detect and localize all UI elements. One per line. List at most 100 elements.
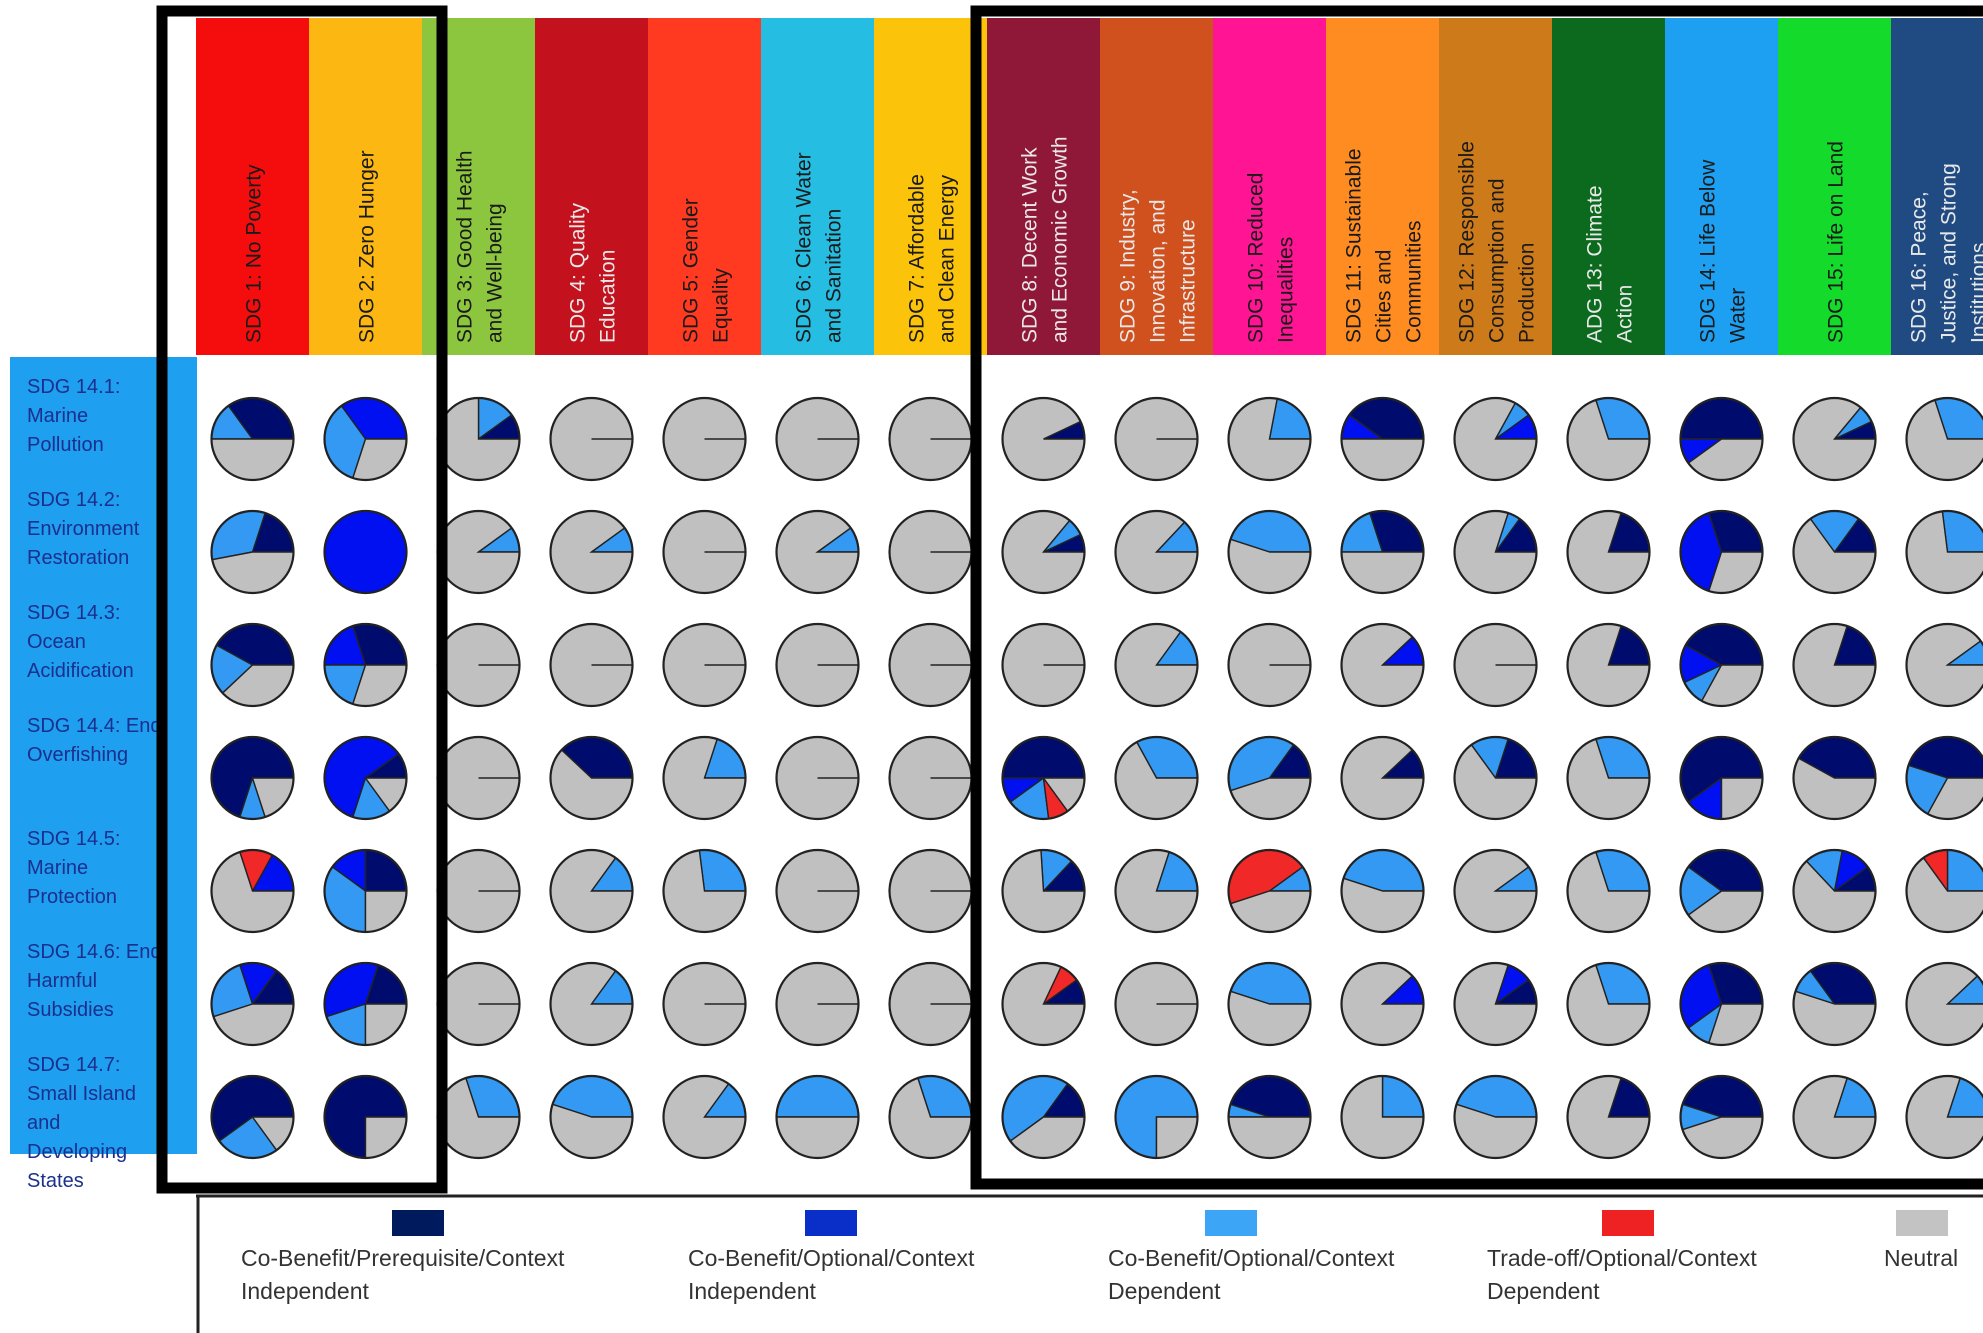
legend-item: Co-Benefit/Optional/Context Independent <box>688 1210 975 1304</box>
pie-slice <box>775 1075 860 1118</box>
legend-label: Co-Benefit/Optional/Context Dependent <box>1108 1245 1395 1304</box>
pie <box>775 961 860 1047</box>
pie <box>775 509 860 595</box>
column-header-label: SDG 7: Affordable and Clean Energy <box>906 174 959 343</box>
pie-slice <box>1340 438 1425 481</box>
pie <box>1905 735 1983 821</box>
column-header-background <box>874 18 987 355</box>
column-header-label: SDG 14: Life Below Water <box>1697 159 1750 343</box>
column-header: SDG 1: No Poverty <box>196 18 309 355</box>
pie-outline <box>1114 848 1199 934</box>
legend-layer: Co-Benefit/Prerequisite/Context Independe… <box>196 1194 1983 1333</box>
pie-outline <box>1114 961 1199 1047</box>
pie <box>549 961 634 1047</box>
pie-outline <box>1001 396 1086 482</box>
pie-outline <box>1679 509 1764 595</box>
pie <box>1227 735 1312 821</box>
pie-outline <box>1001 509 1086 595</box>
column-header-background <box>1326 18 1439 355</box>
pie-slice <box>1946 849 1983 892</box>
pie <box>1001 735 1086 821</box>
column-header-label: SDG 11: Sustainable Cities and Communities <box>1343 148 1426 343</box>
pie <box>1001 848 1086 934</box>
pie <box>1679 735 1764 821</box>
pie-outline <box>662 396 747 482</box>
pie-outline <box>1792 1074 1877 1160</box>
pie-outline <box>775 396 860 482</box>
pie <box>1114 848 1199 934</box>
column-header: SDG 6: Clean Water and Sanitation <box>761 18 874 355</box>
pie <box>1905 622 1983 708</box>
pie <box>549 509 634 595</box>
pie-outline <box>775 848 860 934</box>
pie-outline <box>1453 396 1538 482</box>
pie-outline <box>1001 848 1086 934</box>
row-headers-layer: SDG 14.1: Marine Pollution SDG 14.2: Environ… <box>10 357 197 1192</box>
pie-outline <box>210 622 295 708</box>
pie-outline <box>1453 848 1538 934</box>
pie-outline <box>775 1074 860 1160</box>
column-header-background <box>648 18 761 355</box>
pie <box>1792 509 1877 595</box>
pie <box>1114 396 1199 482</box>
pie-outline <box>1114 396 1199 482</box>
pie-outline <box>1905 1074 1983 1160</box>
pie <box>323 396 408 482</box>
pie-slice <box>1340 551 1425 594</box>
pie-outline <box>1227 1074 1312 1160</box>
row-header-label: SDG 14.4: End Overfishing <box>27 715 162 766</box>
pie <box>1340 509 1425 595</box>
pie-outline <box>1340 961 1425 1047</box>
pie-outline <box>210 1074 295 1160</box>
pie-outline <box>1566 848 1651 934</box>
pie-outline <box>1340 735 1425 821</box>
column-header-background <box>196 18 309 355</box>
pie-outline <box>549 961 634 1047</box>
pie <box>1792 961 1877 1047</box>
column-header: SDG 9: Industry, Innovation, and Infrastru… <box>1100 18 1213 355</box>
pie-slice <box>1001 736 1086 779</box>
pie-outline <box>1679 396 1764 482</box>
pie <box>1114 1074 1199 1160</box>
pie <box>1227 509 1312 595</box>
pie-outline <box>1227 735 1312 821</box>
pie <box>549 1074 634 1160</box>
pie-outline <box>323 509 408 595</box>
pie-outline <box>1905 735 1983 821</box>
pie-outline <box>1227 396 1312 482</box>
pie-outline <box>1792 509 1877 595</box>
column-header-label: SDG 4: Quality Education <box>567 202 620 343</box>
pie-outline <box>662 848 747 934</box>
highlight-frames-layer <box>156 5 1983 1194</box>
pie <box>1114 961 1199 1047</box>
pie-outline <box>1114 622 1199 708</box>
pie <box>1679 848 1764 934</box>
pie-outline <box>210 961 295 1047</box>
column-header-background <box>1891 18 1983 355</box>
legend-swatch <box>1602 1210 1654 1236</box>
pie <box>1001 622 1086 708</box>
pie-outline <box>323 1074 408 1160</box>
legend-item: Trade-off/Optional/Context Dependent <box>1487 1210 1757 1304</box>
pie-outline <box>210 509 295 595</box>
pie-outline <box>1905 622 1983 708</box>
column-header: SDG 16: Peace, Justice, and Strong Institu… <box>1891 18 1983 355</box>
pie-outline <box>549 735 634 821</box>
pie-outline <box>323 735 408 821</box>
pie <box>662 622 747 708</box>
pie <box>1340 961 1425 1047</box>
pie-slice <box>211 551 295 594</box>
pie-outline <box>775 509 860 595</box>
pie <box>1001 961 1086 1047</box>
pie-outline <box>1001 1074 1086 1160</box>
pie-outline <box>1679 622 1764 708</box>
pie <box>1453 1074 1538 1160</box>
column-header-label: SDG 16: Peace, Justice, and Strong Institu… <box>1908 163 1983 343</box>
pie-outline <box>323 622 408 708</box>
pie <box>436 848 521 934</box>
pie <box>1905 396 1983 482</box>
pie-outline <box>323 961 408 1047</box>
row-header-label: SDG 14.3: Ocean Acidification <box>27 602 134 682</box>
column-header-background <box>535 18 648 355</box>
pie <box>1566 961 1651 1047</box>
